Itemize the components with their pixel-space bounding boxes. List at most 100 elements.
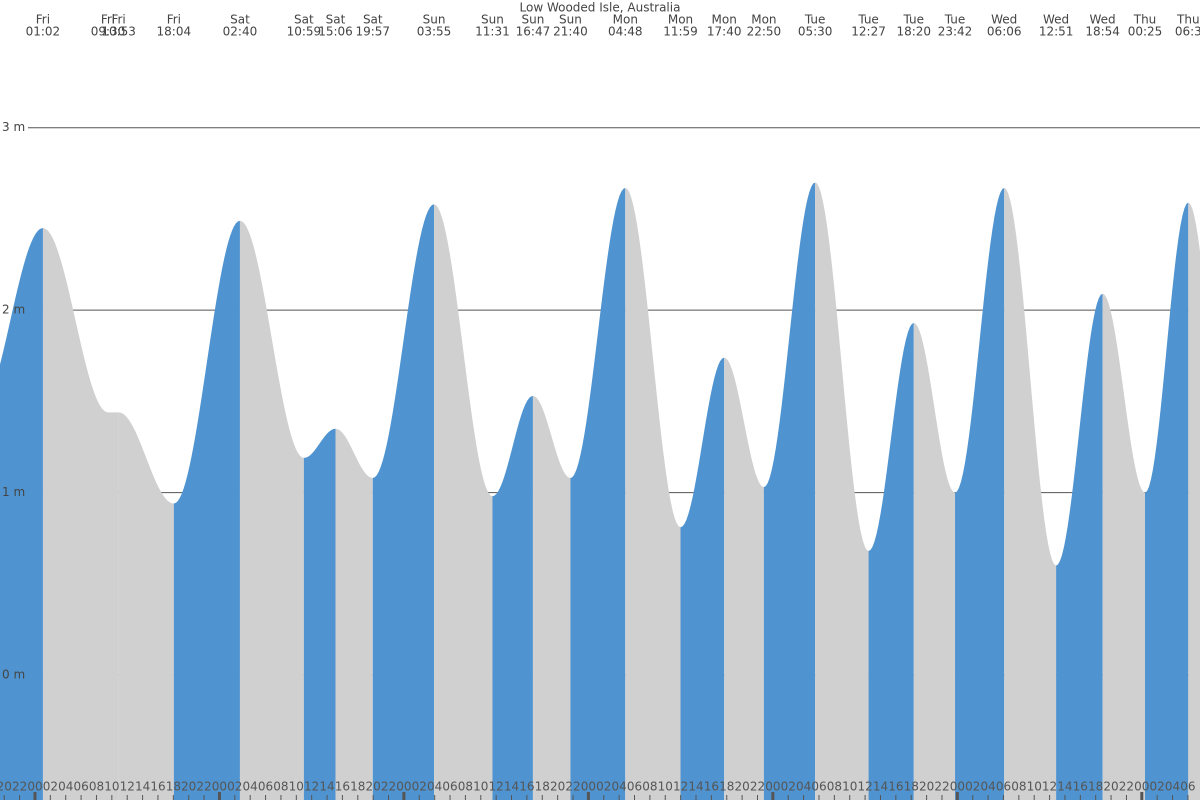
x-tick-label: 00: [27, 780, 42, 794]
x-tick-label: 16: [335, 780, 350, 794]
x-tick-label: 04: [980, 780, 995, 794]
tide-area: [570, 187, 626, 800]
extreme-day: Sun: [559, 13, 582, 27]
x-tick-label: 18: [166, 780, 181, 794]
tide-area: [868, 322, 914, 800]
x-tick-label: 08: [642, 780, 657, 794]
x-tick-label: 16: [1073, 780, 1088, 794]
x-tick-label: 04: [1165, 780, 1180, 794]
tide-area: [372, 204, 435, 800]
extreme-day: Sun: [423, 13, 446, 27]
extreme-day: Wed: [1043, 13, 1069, 27]
x-tick-label: 08: [1011, 780, 1026, 794]
tide-area: [239, 220, 304, 800]
extreme-time: 09:30: [91, 25, 126, 39]
x-tick-label: 20: [0, 780, 12, 794]
x-tick-label: 12: [673, 780, 688, 794]
tide-area: [335, 428, 373, 800]
x-tick-label: 02: [412, 780, 427, 794]
x-tick-label: 06: [442, 780, 457, 794]
tide-area: [815, 182, 869, 800]
extreme-time: 22:50: [747, 25, 782, 39]
tide-area: [42, 228, 108, 800]
x-tick-label: 22: [934, 780, 949, 794]
tide-area: [118, 412, 174, 800]
x-tick-label: 12: [120, 780, 135, 794]
x-tick-label: 12: [1042, 780, 1057, 794]
x-tick-label: 02: [227, 780, 242, 794]
extreme-day: Sat: [230, 13, 250, 27]
x-tick-label: 04: [58, 780, 73, 794]
extreme-day: Fri: [111, 13, 125, 27]
x-tick-label: 10: [1027, 780, 1042, 794]
extreme-time: 16:47: [516, 25, 551, 39]
y-tick-label: 0 m: [2, 668, 25, 682]
x-tick-label: 04: [611, 780, 626, 794]
x-tick-label: 14: [319, 780, 334, 794]
tide-area: [724, 357, 764, 800]
extreme-time: 17:40: [707, 25, 742, 39]
tide-area: [303, 428, 336, 800]
tide-area: [173, 220, 240, 800]
extreme-time: 04:48: [608, 25, 643, 39]
extreme-day: Tue: [944, 13, 966, 27]
x-tick-label: 20: [366, 780, 381, 794]
extreme-time: 12:27: [851, 25, 886, 39]
x-tick-label: 10: [473, 780, 488, 794]
tide-area: [1004, 187, 1057, 800]
x-tick-label: 22: [1119, 780, 1134, 794]
x-tick-label: 22: [750, 780, 765, 794]
tide-area: [1102, 293, 1146, 800]
extreme-time: 23:42: [938, 25, 973, 39]
x-tick-label: 16: [150, 780, 165, 794]
x-tick-label: 10: [658, 780, 673, 794]
extreme-time: 01:02: [26, 25, 61, 39]
extreme-day: Mon: [712, 13, 737, 27]
tide-area: [763, 182, 816, 800]
x-tick-label: 18: [1088, 780, 1103, 794]
x-tick-label: 00: [396, 780, 411, 794]
tide-area: [492, 395, 533, 800]
x-tick-label: 16: [888, 780, 903, 794]
extreme-day: Tue: [903, 13, 925, 27]
x-tick-label: 08: [458, 780, 473, 794]
tide-area: [680, 357, 725, 800]
tide-area: [0, 228, 43, 800]
x-tick-label: 00: [1134, 780, 1149, 794]
extreme-day: Mon: [668, 13, 693, 27]
x-tick-label: 10: [104, 780, 119, 794]
x-tick-label: 16: [519, 780, 534, 794]
extreme-day: Fri: [36, 13, 50, 27]
extreme-time: 02:40: [223, 25, 258, 39]
x-tick-label: 18: [350, 780, 365, 794]
x-tick-label: 20: [181, 780, 196, 794]
extreme-time: 18:20: [896, 25, 931, 39]
x-tick-label: 12: [857, 780, 872, 794]
x-tick-label: 20: [550, 780, 565, 794]
extreme-day: Fri: [101, 13, 115, 27]
x-tick-label: 02: [596, 780, 611, 794]
extreme-day: Thu: [1176, 13, 1200, 27]
tide-area: [955, 187, 1005, 800]
x-tick-label: 10: [289, 780, 304, 794]
extreme-day: Mon: [751, 13, 776, 27]
x-tick-label: 20: [1103, 780, 1118, 794]
x-tick-label: 14: [688, 780, 703, 794]
extreme-time: 00:25: [1128, 25, 1163, 39]
x-tick-label: 22: [12, 780, 27, 794]
x-tick-label: 14: [504, 780, 519, 794]
extreme-time: 10:53: [101, 25, 136, 39]
x-tick-label: 02: [965, 780, 980, 794]
extreme-day: Fri: [167, 13, 181, 27]
x-tick-label: 10: [842, 780, 857, 794]
extreme-day: Thu: [1133, 13, 1157, 27]
y-tick-label: 2 m: [2, 303, 25, 317]
x-tick-label: 06: [258, 780, 273, 794]
extreme-time: 06:3: [1175, 25, 1200, 39]
tide-area: [913, 322, 956, 800]
x-tick-label: 08: [827, 780, 842, 794]
extreme-time: 05:30: [798, 25, 833, 39]
x-tick-label: 00: [765, 780, 780, 794]
x-tick-label: 14: [1057, 780, 1072, 794]
extreme-time: 12:51: [1039, 25, 1074, 39]
